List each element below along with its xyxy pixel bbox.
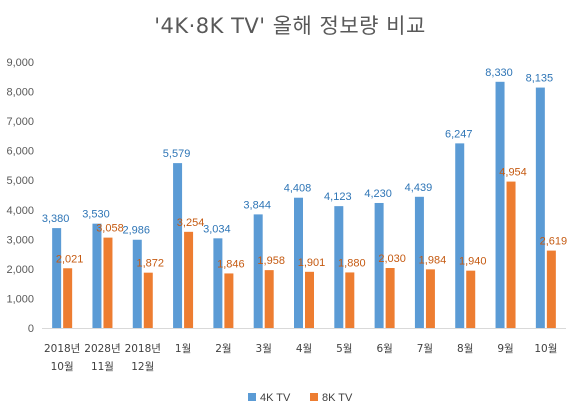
bar-4k-tv [294, 197, 303, 328]
data-label: 4,230 [364, 188, 392, 200]
bar-8k-tv [143, 272, 153, 328]
data-label: 1,901 [298, 257, 326, 269]
x-tick-label: 7월 [417, 343, 433, 355]
bar-8k-tv [345, 272, 355, 328]
y-tick-label: 0 [28, 323, 34, 335]
data-label: 6,247 [445, 128, 473, 140]
x-tick-label: 10월 [51, 361, 74, 373]
bar-4k-tv [374, 202, 384, 328]
y-tick-label: 2,000 [6, 264, 34, 276]
data-label: 4,954 [499, 167, 527, 179]
legend-swatch [310, 393, 318, 401]
bar-4k-tv [213, 238, 223, 328]
x-tick-label: 10월 [534, 343, 557, 355]
x-tick-label: 2월 [215, 343, 231, 355]
bar-8k-tv [103, 237, 113, 328]
data-label: 2,030 [378, 253, 406, 265]
bar-8k-tv [506, 181, 516, 328]
x-tick-label: 11월 [91, 361, 114, 373]
bar-4k-tv [334, 206, 344, 328]
data-label: 1,940 [459, 256, 487, 268]
data-label: 2,021 [56, 253, 84, 265]
data-label: 4,439 [405, 182, 433, 194]
y-tick-label: 7,000 [6, 116, 34, 128]
x-tick-label: 6월 [376, 343, 392, 355]
y-tick-label: 5,000 [6, 175, 34, 187]
data-label: 3,058 [96, 223, 124, 235]
bar-4k-tv [92, 223, 102, 328]
bar-4k-tv [414, 196, 424, 328]
x-tick-label: 9월 [497, 343, 513, 355]
y-tick-label: 4,000 [6, 205, 34, 217]
data-label: 4,123 [324, 191, 352, 203]
data-label: 2,986 [123, 225, 151, 237]
bar-8k-tv [466, 270, 476, 328]
x-tick-label: 4월 [296, 343, 312, 355]
bar-8k-tv [224, 273, 234, 328]
bar-8k-tv [264, 270, 274, 328]
bar-8k-tv [385, 268, 395, 328]
y-tick-label: 1,000 [6, 293, 34, 305]
y-tick-label: 8,000 [6, 87, 34, 99]
data-label: 4,408 [284, 183, 312, 195]
chart-title: '4K·8K TV' 올해 정보량 비교 [154, 14, 426, 38]
x-tick-label: 3월 [256, 343, 272, 355]
x-tick-label: 5월 [336, 343, 352, 355]
y-tick-label: 3,000 [6, 234, 34, 246]
bar-4k-tv [455, 143, 465, 328]
x-tick-label: 2018년 [44, 343, 80, 355]
data-label: 1,880 [338, 257, 366, 269]
x-tick-label: 8월 [457, 343, 473, 355]
bar-4k-tv [173, 163, 183, 328]
data-label: 8,135 [526, 73, 554, 85]
bar-4k-tv [132, 239, 142, 328]
data-label: 3,034 [203, 223, 231, 235]
data-label: 1,846 [217, 258, 245, 270]
data-label: 3,380 [42, 213, 70, 225]
bar-8k-tv [63, 268, 73, 328]
data-label: 3,844 [243, 199, 271, 211]
data-label: 8,330 [485, 67, 513, 79]
data-label: 1,958 [257, 255, 285, 267]
data-label: 1,872 [137, 258, 165, 270]
y-tick-label: 6,000 [6, 146, 34, 158]
legend-label: 8K TV [322, 392, 353, 404]
x-tick-label: 2018년 [125, 343, 161, 355]
bar-4k-tv [495, 81, 505, 329]
y-tick-label: 9,000 [6, 57, 34, 69]
x-tick-label: 12월 [131, 361, 154, 373]
data-label: 5,579 [163, 148, 191, 160]
x-tick-label: 2028년 [84, 343, 120, 355]
x-tick-label: 1월 [175, 343, 191, 355]
bar-8k-tv [305, 271, 314, 328]
data-label: 2,619 [540, 236, 568, 248]
bar-8k-tv [184, 231, 194, 328]
data-label: 3,254 [177, 217, 205, 229]
bar-4k-tv [52, 228, 62, 328]
bar-8k-tv [425, 269, 435, 328]
data-label: 3,530 [82, 209, 110, 221]
bar-8k-tv [546, 250, 556, 328]
data-label: 1,984 [419, 254, 447, 266]
legend-swatch [248, 393, 256, 401]
bar-4k-tv [253, 214, 263, 328]
bar-4k-tv [535, 87, 545, 328]
legend-label: 4K TV [260, 392, 291, 404]
